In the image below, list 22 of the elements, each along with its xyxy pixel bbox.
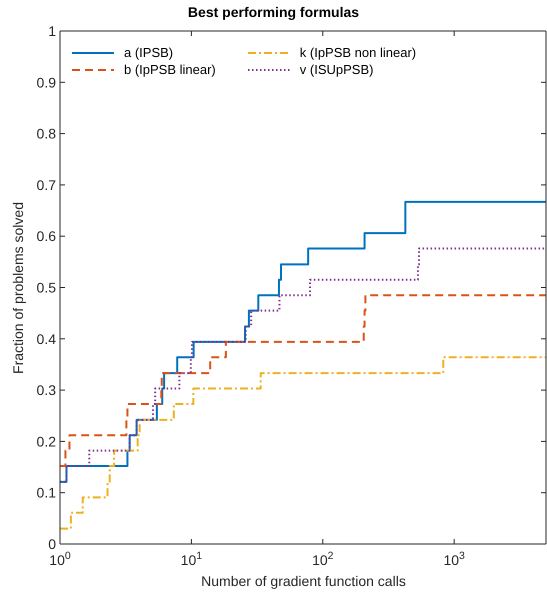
legend-label: v (ISUpPSB) xyxy=(300,62,374,77)
y-tick-label: 0.4 xyxy=(36,330,56,347)
x-axis-title: Number of gradient function calls xyxy=(200,573,407,589)
x-tick-label: 10$^{3}$ xyxy=(443,550,466,568)
y-tick-label: 0 xyxy=(48,536,56,552)
y-tick-label: 0.8 xyxy=(36,126,56,142)
x-tick-label: 10$^{1}$ xyxy=(180,550,202,568)
y-tick-label: 0.7 xyxy=(36,176,56,193)
y-tick-label: 0.6 xyxy=(36,228,56,244)
y-tick-label: 1 xyxy=(48,22,56,39)
y-tick-label: 0.9 xyxy=(36,74,56,90)
y-tick-label: 0.1 xyxy=(36,484,56,501)
y-tick-label: 0.5 xyxy=(36,279,56,296)
x-tick-label: 10$^{2}$ xyxy=(312,550,334,568)
y-tick-label: 0.3 xyxy=(36,382,56,398)
chart-title: Best performing formulas xyxy=(186,4,360,20)
x-tick-label: 10$^{0}$ xyxy=(49,550,71,568)
legend-label: k (IpPSB non linear) xyxy=(300,45,416,60)
legend-label: b (IpPSB linear) xyxy=(124,62,216,77)
legend-label: a (IPSB) xyxy=(124,45,174,60)
y-tick-label: 0.2 xyxy=(36,433,56,450)
y-axis-title: Fraction of problems solved xyxy=(10,202,26,374)
